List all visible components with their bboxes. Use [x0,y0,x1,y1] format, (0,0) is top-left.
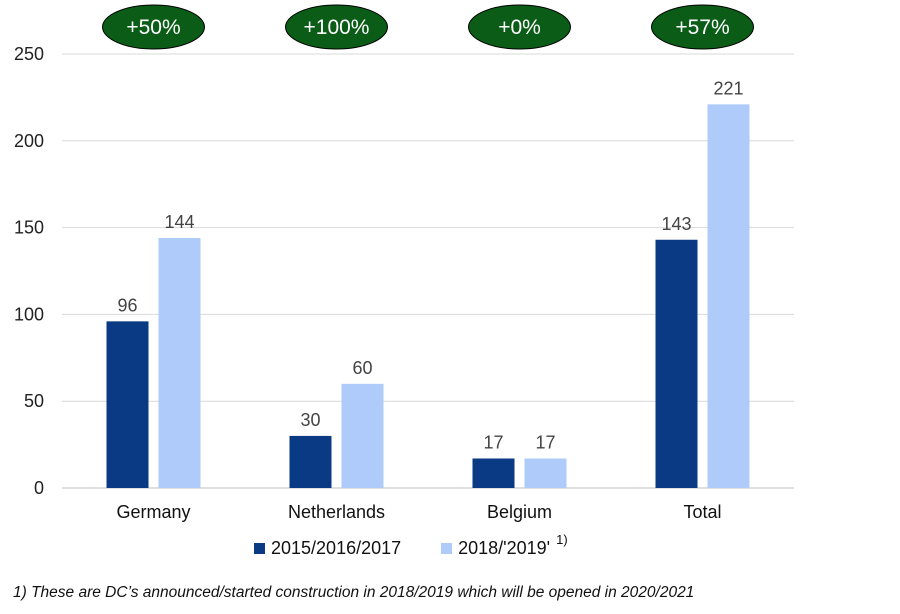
y-tick-label: 50 [24,391,44,411]
data-label: 60 [352,358,372,378]
legend-swatch-series-1 [254,543,265,554]
legend-item-series-1: 2015/2016/2017 [254,538,401,559]
data-label: 143 [661,214,691,234]
legend-footnote-marker: 1) [556,532,568,547]
data-label: 221 [713,78,743,98]
bar [158,238,201,488]
bar [524,458,567,488]
data-label: 30 [300,410,320,430]
y-tick-label: 150 [14,218,44,238]
chart-legend: 2015/2016/2017 2018/'2019' 1) [254,532,608,559]
growth-badge-label: +100% [304,16,370,39]
bar-chart: 0 50 100 150 200 250 96 144 Germany +50% 30 60 Nethe… [14,4,794,522]
growth-badge-label: +0% [498,16,541,39]
legend-label-series-1: 2015/2016/2017 [271,538,402,558]
bar [341,383,384,488]
growth-badge [102,4,205,50]
growth-badge-label: +50% [126,16,180,39]
chart-footnote: 1) These are DC’s announced/started cons… [13,584,695,601]
legend-item-series-2: 2018/'2019' 1) [441,532,568,559]
x-tick-label: Belgium [487,502,552,522]
bar [472,458,515,488]
bar [707,104,750,489]
x-tick-label: Netherlands [288,502,385,522]
growth-badge [285,4,388,50]
growth-badge-label: +57% [675,16,729,39]
y-tick-label: 0 [34,478,44,498]
growth-badge [651,4,754,50]
data-label: 96 [117,295,137,315]
growth-badge [468,4,571,50]
bar [289,435,332,488]
legend-label-series-2: 2018/'2019' [458,538,551,558]
legend-swatch-series-2 [441,543,453,554]
y-tick-label: 100 [14,304,44,324]
data-label: 17 [483,432,503,452]
data-label: 144 [164,212,194,232]
bar [106,321,149,488]
bar [655,239,698,488]
data-label: 17 [535,432,555,452]
y-tick-label: 250 [14,44,44,64]
x-tick-label: Germany [116,502,190,522]
y-tick-label: 200 [14,131,44,151]
x-tick-label: Total [683,502,721,522]
